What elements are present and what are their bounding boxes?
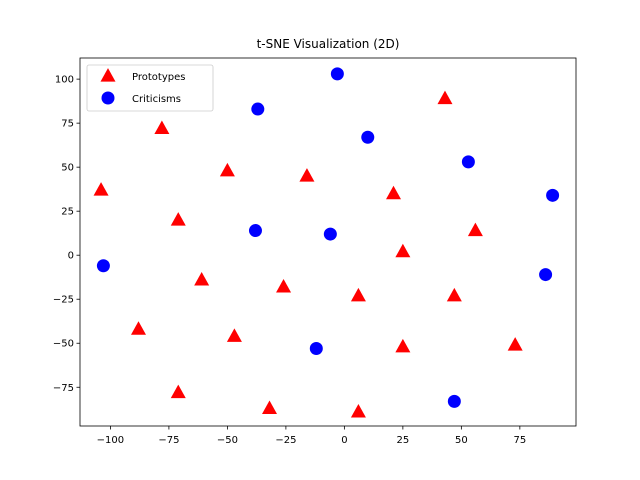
point-prototypes-19 xyxy=(507,337,523,351)
point-prototypes-0 xyxy=(93,182,109,196)
y-axis: −75 −50 −25 0 25 50 75 100 xyxy=(53,75,80,394)
point-criticisms-9 xyxy=(546,188,560,202)
point-prototypes-1 xyxy=(154,120,170,135)
data-points xyxy=(93,67,560,418)
point-criticisms-6 xyxy=(361,130,375,144)
point-prototypes-15 xyxy=(395,338,411,353)
chart-title: t-SNE Visualization (2D) xyxy=(257,37,400,51)
point-prototypes-11 xyxy=(350,287,366,302)
plot-area-frame xyxy=(79,57,577,427)
y-tick-label: 0 xyxy=(68,251,74,262)
x-tick-label: −75 xyxy=(158,435,179,446)
point-criticisms-5 xyxy=(309,342,323,356)
legend-marker-prototypes xyxy=(100,68,116,82)
x-tick-label: −100 xyxy=(97,435,124,446)
point-criticisms-3 xyxy=(330,67,344,81)
point-prototypes-3 xyxy=(219,162,235,177)
point-criticisms-1 xyxy=(251,102,265,116)
point-prototypes-12 xyxy=(350,404,366,418)
point-criticisms-10 xyxy=(539,268,553,282)
point-criticisms-0 xyxy=(96,259,110,273)
legend: Prototypes Criticisms xyxy=(86,64,214,112)
point-criticisms-4 xyxy=(323,227,337,241)
legend-marker-criticisms xyxy=(101,91,115,105)
point-prototypes-6 xyxy=(226,328,242,342)
point-criticisms-7 xyxy=(461,155,475,169)
x-tick-label: 50 xyxy=(455,435,468,446)
point-prototypes-5 xyxy=(130,321,146,335)
y-tick-label: −25 xyxy=(53,295,74,306)
point-prototypes-18 xyxy=(467,222,483,237)
x-tick-label: −50 xyxy=(217,435,238,446)
y-tick-label: 50 xyxy=(61,163,74,174)
y-tick-label: −50 xyxy=(53,339,74,350)
x-axis: −100 −75 −50 −25 0 25 50 75 xyxy=(97,426,526,446)
y-tick-label: 100 xyxy=(55,75,74,86)
y-tick-label: −75 xyxy=(53,383,74,394)
x-tick-label: −25 xyxy=(275,435,296,446)
x-tick-label: 25 xyxy=(397,435,410,446)
point-prototypes-2 xyxy=(170,212,186,226)
point-prototypes-13 xyxy=(386,185,402,200)
y-tick-label: 75 xyxy=(61,119,74,130)
legend-label-prototypes: Prototypes xyxy=(132,72,185,83)
point-prototypes-10 xyxy=(299,168,315,182)
point-criticisms-2 xyxy=(248,224,262,238)
y-tick-label: 25 xyxy=(61,207,74,218)
x-tick-label: 75 xyxy=(513,435,526,446)
point-prototypes-17 xyxy=(446,287,462,302)
legend-box xyxy=(86,64,214,112)
legend-label-criticisms: Criticisms xyxy=(132,94,181,105)
point-prototypes-14 xyxy=(395,243,411,258)
x-tick-label: 0 xyxy=(341,435,347,446)
point-prototypes-9 xyxy=(276,279,292,293)
point-criticisms-8 xyxy=(447,394,461,408)
point-prototypes-7 xyxy=(170,384,186,399)
point-prototypes-4 xyxy=(194,271,210,286)
point-prototypes-16 xyxy=(437,90,453,105)
point-prototypes-8 xyxy=(262,400,278,415)
